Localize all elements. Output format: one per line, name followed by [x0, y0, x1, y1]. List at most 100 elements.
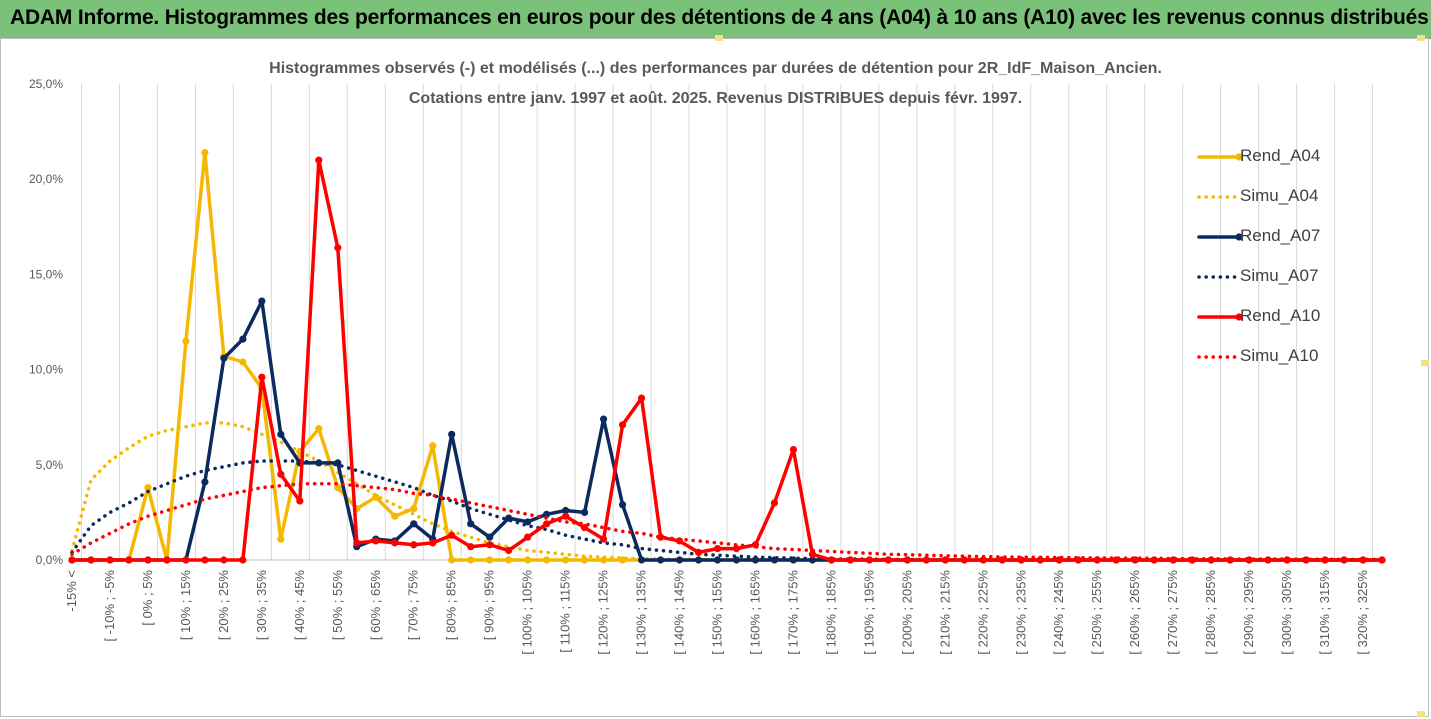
header-bar: ADAM Informe. Histogrammes des performan…: [0, 0, 1431, 39]
data-point-rend-a10: [277, 470, 285, 478]
data-point-rend-a07: [467, 520, 475, 528]
x-tick-label: [ 250% ; 255%: [1089, 570, 1104, 655]
data-point-rend-a10: [637, 394, 646, 402]
data-point-rend-a07: [637, 556, 646, 564]
chart-frame: [0, 38, 1429, 717]
data-point-rend-a04: [562, 556, 570, 564]
data-point-rend-a07: [713, 556, 722, 564]
data-point-rend-a10: [239, 556, 247, 564]
chart-title-line2: Cotations entre janv. 1997 et août. 2025…: [408, 90, 1023, 107]
x-tick-label: [ 90% ; 95%: [482, 570, 497, 641]
data-point-rend-a10: [201, 556, 209, 564]
data-point-rend-a10: [960, 556, 968, 564]
data-point-rend-a10: [694, 548, 703, 556]
data-point-rend-a07: [543, 510, 551, 518]
data-point-rend-a07: [410, 520, 418, 528]
data-point-rend-a10: [182, 556, 190, 564]
y-tick-label: 0,0%: [36, 553, 64, 567]
y-tick-label: 5,0%: [36, 458, 64, 472]
data-point-rend-a07: [562, 506, 570, 515]
data-point-rend-a10: [732, 544, 741, 553]
data-point-rend-a10: [68, 556, 76, 564]
data-point-rend-a04: [410, 504, 418, 513]
series-line-rend-a10: [70, 158, 1384, 562]
data-point-rend-a10: [922, 556, 930, 564]
x-tick-label: [ 280% ; 285%: [1203, 570, 1218, 655]
legend-label: Simu_A10: [1240, 346, 1319, 365]
series-line-simu-a10: [70, 482, 1384, 562]
chart-legend: Rend_A04 Simu_A04 Rend_A07 Simu_A07 Rend_A10…: [1190, 146, 1370, 386]
legend-label: Rend_A10: [1240, 306, 1321, 325]
data-point-rend-a10: [448, 531, 456, 539]
x-tick-label: [ 30% ; 35%: [254, 570, 269, 641]
data-point-rend-a10: [429, 539, 437, 547]
data-point-rend-a04: [429, 442, 437, 450]
x-tick-label: [ 130% ; 135%: [634, 570, 649, 655]
data-point-rend-a10: [581, 524, 589, 532]
data-point-rend-a10: [334, 244, 342, 252]
data-point-rend-a10: [486, 541, 494, 549]
data-point-rend-a07: [239, 335, 247, 343]
data-point-rend-a10: [87, 556, 95, 564]
data-point-rend-a10: [713, 544, 722, 553]
data-point-rend-a10: [884, 556, 892, 564]
data-point-rend-a04: [524, 556, 532, 564]
page-title: ADAM Informe. Histogrammes des performan…: [10, 6, 1429, 29]
legend-swatch-rend-a07: [1197, 233, 1242, 241]
data-point-rend-a04: [467, 556, 475, 564]
data-point-rend-a07: [732, 556, 741, 564]
y-tick-label: 10,0%: [29, 363, 63, 377]
data-point-rend-a10: [562, 512, 570, 520]
y-tick-label: 25,0%: [29, 77, 63, 91]
data-point-rend-a04: [182, 337, 190, 345]
data-point-rend-a10: [296, 497, 304, 505]
data-point-rend-a07: [599, 415, 608, 423]
data-point-rend-a04: [486, 556, 494, 564]
legend-swatch-rend-a04: [1197, 153, 1242, 161]
x-tick-label: [ 140% ; 145%: [672, 570, 687, 655]
x-tick-label: [ 80% ; 85%: [444, 570, 459, 641]
data-point-rend-a10: [391, 539, 399, 547]
legend-item-simu-a04: Simu_A04: [1190, 186, 1370, 226]
resize-handle-top[interactable]: [715, 35, 723, 41]
resize-handle-top-right[interactable]: [1417, 35, 1425, 41]
x-tick-label: [ 160% ; 165%: [747, 570, 762, 655]
x-tick-label: [ 260% ; 265%: [1127, 570, 1142, 655]
data-point-rend-a10: [372, 537, 380, 545]
legend-item-rend-a10: Rend_A10: [1190, 306, 1370, 346]
data-point-rend-a10: [770, 499, 779, 507]
resize-handle-bottom-right[interactable]: [1417, 711, 1425, 717]
data-point-rend-a04: [581, 556, 589, 564]
x-tick-label: [ 110% ; 115%: [558, 570, 573, 653]
y-tick-label: 15,0%: [29, 267, 63, 281]
data-point-rend-a07: [201, 478, 209, 486]
data-point-rend-a10: [827, 556, 836, 564]
data-point-rend-a10: [220, 556, 228, 564]
x-tick-label: [ 240% ; 245%: [1051, 570, 1066, 655]
x-tick-label: [ 60% ; 65%: [368, 570, 383, 641]
data-point-rend-a10: [865, 556, 873, 564]
data-point-rend-a10: [467, 543, 475, 551]
data-point-rend-a10: [599, 535, 608, 543]
data-point-rend-a10: [808, 550, 817, 558]
resize-handle-right[interactable]: [1421, 360, 1429, 366]
x-tick-label: [ 300% ; 305%: [1279, 570, 1294, 655]
x-tick-label: [ 310% ; 315%: [1317, 570, 1332, 655]
data-point-rend-a07: [486, 533, 494, 541]
legend-label: Rend_A07: [1240, 226, 1321, 245]
data-point-rend-a07: [581, 508, 589, 516]
x-tick-label: [ 20% ; 25%: [216, 570, 231, 641]
x-tick-label: [ 210% ; 215%: [937, 570, 952, 655]
data-point-rend-a10: [353, 539, 361, 547]
legend-swatch-simu-a04: [1197, 195, 1241, 199]
legend-label: Simu_A04: [1240, 186, 1319, 205]
x-tick-label: [ 150% ; 155%: [710, 570, 725, 655]
x-tick-label: [ 50% ; 55%: [330, 570, 345, 641]
data-point-rend-a04: [201, 148, 209, 157]
x-tick-label: [ 120% ; 125%: [596, 570, 611, 655]
legend-item-simu-a10: Simu_A10: [1190, 346, 1370, 386]
x-tick-label: [ 200% ; 205%: [899, 570, 914, 655]
data-point-rend-a07: [656, 556, 665, 564]
legend-swatch-marker: [1235, 153, 1242, 161]
x-tick-label: [ 220% ; 225%: [975, 570, 990, 655]
